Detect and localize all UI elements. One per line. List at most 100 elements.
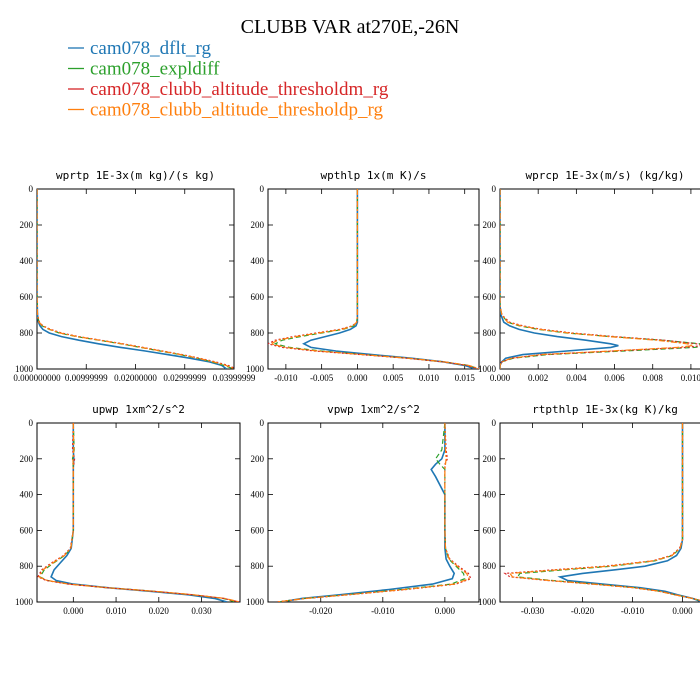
y-tick-label: 400	[20, 490, 34, 500]
series-line-cam078_clubb_altitude_thresholdp_rg	[269, 189, 479, 369]
y-tick-label: 400	[251, 490, 265, 500]
plot-frame	[267, 422, 480, 603]
y-tick-label: 0	[260, 184, 265, 194]
x-tick-label: 0.000	[672, 606, 693, 616]
x-tick-label: 0.002	[528, 373, 548, 383]
x-tick-label: -0.010	[621, 606, 645, 616]
y-tick-label: 1000	[478, 597, 497, 607]
panel-title: rtpthlp 1E-3x(kg K)/kg	[532, 403, 678, 416]
x-tick-label: 0.000	[63, 606, 84, 616]
legend-label: cam078_clubb_altitude_thresholdm_rg	[90, 79, 389, 100]
y-tick-label: 800	[20, 328, 34, 338]
y-tick-label: 600	[20, 292, 34, 302]
series-line-cam078_clubb_altitude_thresholdp_rg	[38, 423, 240, 602]
legend-label: cam078_expldiff	[90, 59, 220, 80]
y-tick-label: 800	[251, 328, 265, 338]
y-tick-label: 1000	[15, 364, 34, 374]
x-tick-label: 0.000	[347, 373, 368, 383]
panel-title: wpthlp 1x(m K)/s	[321, 169, 427, 182]
series-line-cam078_dflt_rg	[280, 423, 456, 602]
series-line-cam078_clubb_altitude_thresholdm_rg	[268, 189, 478, 369]
series-line-cam078_clubb_altitude_thresholdp_rg	[500, 189, 693, 369]
x-tick-label: 0.015	[455, 373, 476, 383]
series-line-cam078_expldiff	[516, 423, 700, 602]
x-tick-label: -0.005	[310, 373, 334, 383]
plot-frame	[499, 422, 700, 603]
y-tick-label: 600	[20, 525, 34, 535]
panel-3: wprcp 1E-3x(m/s) (kg/kg) 0 200 400 600 800 100…	[478, 169, 700, 383]
y-tick-label: 400	[20, 256, 34, 266]
series-line-cam078_dflt_rg	[50, 423, 228, 602]
y-tick-label: 200	[20, 454, 34, 464]
legend: cam078_dflt_rgcam078_expldiffcam078_club…	[68, 38, 389, 121]
series-line-cam078_clubb_altitude_thresholdp_rg	[37, 189, 234, 369]
series-line-cam078_expldiff	[277, 423, 466, 602]
y-tick-label: 800	[483, 328, 497, 338]
y-tick-label: 0	[29, 184, 34, 194]
x-tick-label: 0.010	[106, 606, 127, 616]
y-tick-label: 600	[483, 292, 497, 302]
series-line-cam078_expldiff	[273, 189, 479, 369]
y-tick-label: 600	[251, 292, 265, 302]
x-tick-label: 0.000	[490, 373, 511, 383]
x-tick-label: 0.005	[383, 373, 404, 383]
series-line-cam078_clubb_altitude_thresholdm_rg	[37, 423, 240, 602]
y-tick-label: 800	[483, 561, 497, 571]
x-tick-label: 0.02000000	[114, 373, 157, 383]
y-tick-label: 200	[483, 454, 497, 464]
y-tick-label: 400	[251, 256, 265, 266]
legend-label: cam078_dflt_rg	[90, 38, 212, 59]
panel-1: wprtp 1E-3x(m kg)/(s kg) 0 200 400 600 800 100…	[13, 169, 256, 383]
series-line-cam078_dflt_rg	[302, 189, 476, 369]
series-line-cam078_dflt_rg	[500, 189, 619, 369]
x-tick-label: 0.000	[435, 606, 456, 616]
panels: wprtp 1E-3x(m kg)/(s kg) 0 200 400 600 800 100…	[13, 169, 700, 616]
series-line-cam078_clubb_altitude_thresholdm_rg	[503, 423, 700, 601]
y-tick-label: 0	[29, 418, 34, 428]
x-tick-label: 0.010	[419, 373, 440, 383]
x-tick-label: 0.010	[681, 373, 700, 383]
x-tick-label: -0.030	[521, 606, 545, 616]
y-tick-label: 200	[483, 220, 497, 230]
x-tick-label: 0.006	[604, 373, 625, 383]
series-line-cam078_clubb_altitude_thresholdm_rg	[37, 189, 234, 369]
y-tick-label: 600	[251, 525, 265, 535]
y-tick-label: 800	[20, 561, 34, 571]
y-tick-label: 1000	[246, 597, 265, 607]
panel-title: upwp 1xm^2/s^2	[92, 403, 185, 416]
series-line-cam078_dflt_rg	[37, 189, 228, 369]
x-tick-label: 0.03999999	[213, 373, 256, 383]
x-tick-label: 0.02999999	[163, 373, 206, 383]
panel-title: wprcp 1E-3x(m/s) (kg/kg)	[526, 169, 685, 182]
panel-4: upwp 1xm^2/s^2 0 200 400 600 800 1000 0.000 0.01…	[15, 403, 241, 616]
y-tick-label: 0	[492, 418, 497, 428]
y-tick-label: 0	[492, 184, 497, 194]
figure-title: CLUBB VAR at270E,-26N	[241, 16, 460, 38]
x-tick-label: 0.000000000	[13, 373, 61, 383]
plot-frame	[36, 188, 235, 370]
series-line-cam078_dflt_rg	[557, 423, 700, 602]
plot-frame	[267, 188, 480, 370]
panel-6: rtpthlp 1E-3x(kg K)/kg 0 200 400 600 800 1000 -…	[478, 403, 700, 616]
x-tick-label: 0.030	[191, 606, 212, 616]
legend-label: cam078_clubb_altitude_thresholdp_rg	[90, 100, 384, 121]
series-line-cam078_expldiff	[39, 423, 236, 602]
y-tick-label: 200	[251, 454, 265, 464]
series-line-cam078_expldiff	[37, 189, 234, 369]
y-tick-label: 0	[260, 418, 265, 428]
x-tick-label: 0.020	[149, 606, 170, 616]
panel-2: wpthlp 1x(m K)/s 0 200 400 600 800 1000 -0.010 -…	[246, 169, 480, 383]
y-tick-label: 400	[483, 490, 497, 500]
y-tick-label: 1000	[15, 597, 34, 607]
y-tick-label: 1000	[478, 364, 497, 374]
panel-title: vpwp 1xm^2/s^2	[327, 403, 420, 416]
series-line-cam078_clubb_altitude_thresholdp_rg	[508, 423, 700, 602]
y-tick-label: 800	[251, 561, 265, 571]
x-tick-label: 0.008	[643, 373, 664, 383]
x-tick-label: -0.010	[371, 606, 395, 616]
x-tick-label: -0.020	[309, 606, 333, 616]
x-tick-label: -0.010	[274, 373, 298, 383]
y-tick-label: 600	[483, 525, 497, 535]
panel-title: wprtp 1E-3x(m kg)/(s kg)	[56, 169, 215, 182]
